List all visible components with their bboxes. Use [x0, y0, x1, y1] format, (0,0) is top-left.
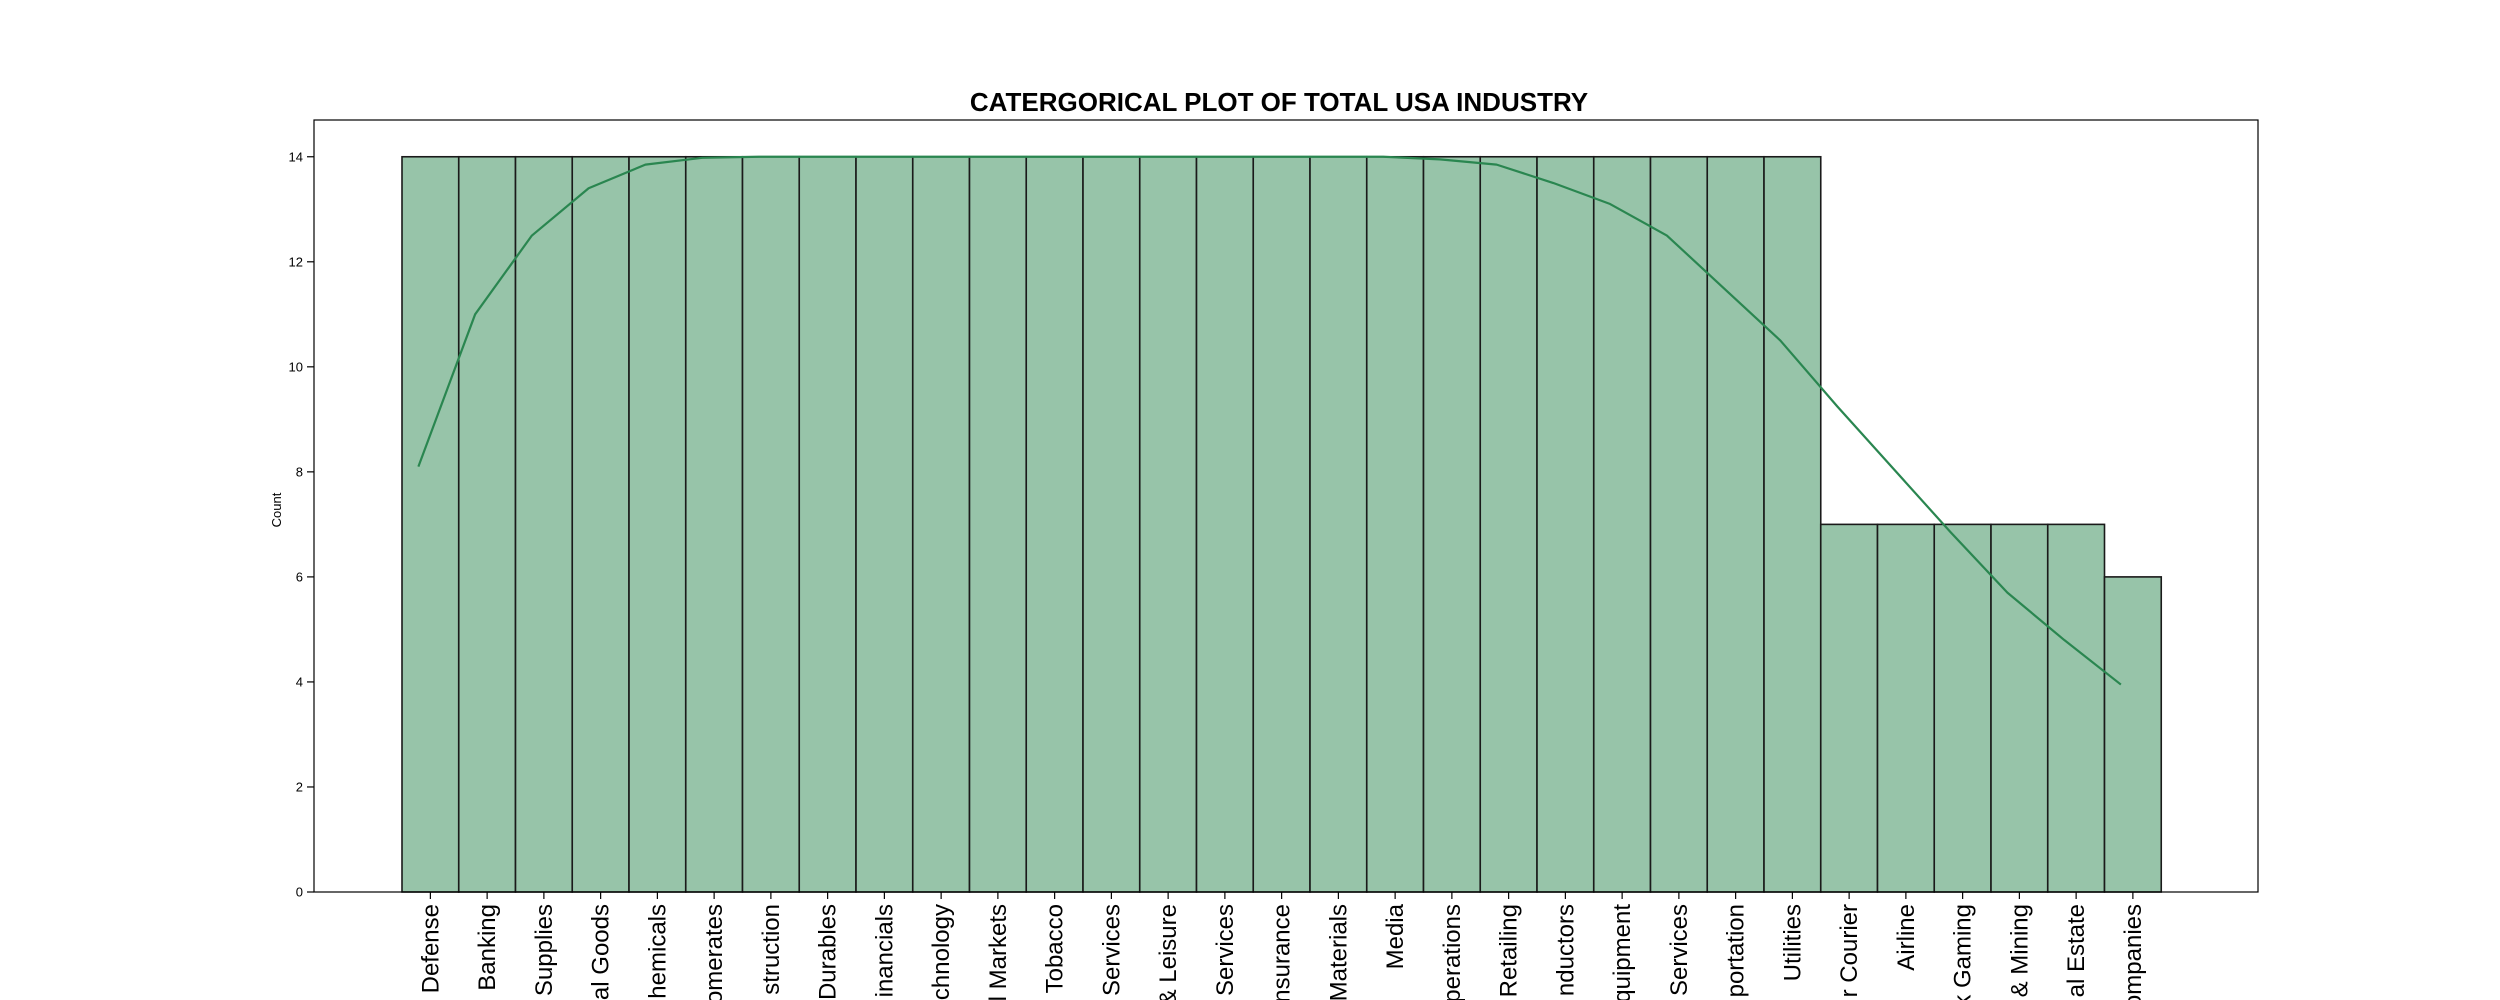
- bar-24: [1706, 155, 1765, 893]
- x-tick-label: ompanies: [2120, 904, 2147, 1000]
- bar-10: [911, 155, 971, 893]
- x-tick-label: Banking: [474, 904, 501, 991]
- y-tick-label: 8: [296, 464, 303, 479]
- y-tick-label: 10: [289, 359, 303, 374]
- bar-3: [514, 155, 574, 893]
- bar-12: [1025, 155, 1084, 893]
- bar-29: [1990, 523, 2049, 893]
- bars-group: [401, 155, 2163, 893]
- bar-31: [2103, 576, 2163, 893]
- bar-17: [1309, 155, 1368, 893]
- bar-20: [1479, 155, 1538, 893]
- plot-frame: [313, 119, 2259, 893]
- bar-25: [1763, 155, 1822, 893]
- bar-27: [1876, 523, 1936, 893]
- bar-30: [2046, 523, 2106, 893]
- x-tick-label: Supplies: [531, 904, 558, 996]
- kde-group: [417, 155, 2122, 686]
- x-tick-label: struction: [758, 904, 785, 995]
- y-axis-label: Count: [269, 492, 284, 527]
- x-tick-label: r Courier: [1836, 904, 1863, 997]
- bar-2: [457, 155, 517, 893]
- bar-5: [628, 155, 687, 893]
- x-tick-label: Services: [1098, 904, 1125, 996]
- y-tick-label: 12: [289, 254, 303, 269]
- x-tick-label: al Estate: [2063, 904, 2090, 997]
- bar-21: [1536, 155, 1595, 893]
- x-tick-label: chnology: [928, 904, 955, 1000]
- x-tick-label: & Leisure: [1155, 904, 1182, 1000]
- x-tick-label: al Goods: [588, 904, 615, 1000]
- y-ticks-group: 0 2 4 6 8 10 12 14: [289, 149, 314, 900]
- x-tick-label: Defense: [417, 904, 444, 993]
- chart-title: CATERGORICAL PLOT OF TOTAL USA INDUSTRY: [970, 87, 1588, 117]
- bar-11: [968, 155, 1028, 893]
- x-tick-label: Services: [1212, 904, 1239, 996]
- x-tick-label: & Mining: [2006, 904, 2033, 997]
- bar-15: [1195, 155, 1255, 893]
- bar-23: [1649, 155, 1709, 893]
- x-tick-label: nsurance: [1269, 904, 1296, 1000]
- bar-26: [1819, 523, 1879, 893]
- bar-4: [571, 155, 630, 893]
- x-tick-label: Media: [1382, 903, 1409, 969]
- x-tick-label: Utilities: [1779, 904, 1806, 981]
- bar-16: [1252, 155, 1311, 893]
- x-tick-label: inancials: [871, 904, 898, 997]
- bar-1: [401, 155, 460, 893]
- y-tick-label: 14: [289, 149, 303, 164]
- x-tick-label: omerates: [701, 904, 728, 1000]
- x-tick-label: Retailing: [1496, 904, 1523, 997]
- x-tick-label: quipment: [1609, 904, 1636, 1000]
- bar-18: [1365, 155, 1425, 893]
- x-tick-label: nductors: [1552, 904, 1579, 996]
- x-tick-label: Tobacco: [1042, 904, 1069, 993]
- x-tick-label: Services: [1666, 904, 1693, 996]
- x-ticks-group: Defense Banking Supplies al Goods hemicals om…: [417, 892, 2147, 1000]
- y-tick-label: 6: [296, 569, 303, 584]
- x-tick-label: Durables: [815, 904, 842, 1000]
- x-tick-label: portation: [1723, 904, 1750, 997]
- bar-13: [1082, 155, 1141, 893]
- x-tick-label: k Gaming: [1950, 904, 1977, 1000]
- x-tick-label: Airline: [1893, 904, 1920, 971]
- y-tick-label: 4: [296, 674, 303, 689]
- kde-line: [417, 155, 2122, 686]
- x-tick-label: perations: [1439, 904, 1466, 1000]
- bar-28: [1933, 523, 1992, 893]
- y-tick-label: 0: [296, 885, 303, 900]
- bar-9: [855, 155, 914, 893]
- bar-22: [1592, 155, 1652, 893]
- x-tick-label: hemicals: [644, 904, 671, 999]
- x-tick-label: l Markets: [985, 904, 1012, 1000]
- x-tick-label: Materials: [1325, 904, 1352, 1000]
- bar-6: [684, 155, 744, 893]
- bar-14: [1138, 155, 1198, 893]
- bar-19: [1422, 155, 1482, 893]
- y-tick-label: 2: [296, 779, 303, 794]
- bar-8: [798, 155, 857, 893]
- bar-7: [741, 155, 801, 893]
